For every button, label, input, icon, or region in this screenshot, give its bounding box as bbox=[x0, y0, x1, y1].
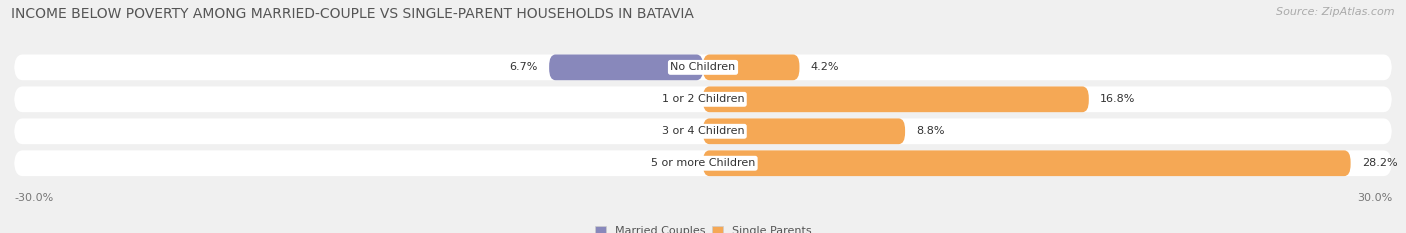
Text: 5 or more Children: 5 or more Children bbox=[651, 158, 755, 168]
FancyBboxPatch shape bbox=[14, 55, 1392, 80]
Text: -30.0%: -30.0% bbox=[14, 193, 53, 203]
Text: 8.8%: 8.8% bbox=[917, 126, 945, 136]
FancyBboxPatch shape bbox=[14, 86, 1392, 112]
Text: 28.2%: 28.2% bbox=[1362, 158, 1398, 168]
Text: 4.2%: 4.2% bbox=[811, 62, 839, 72]
Text: 0.0%: 0.0% bbox=[664, 126, 692, 136]
Text: 3 or 4 Children: 3 or 4 Children bbox=[662, 126, 744, 136]
Text: 30.0%: 30.0% bbox=[1357, 193, 1392, 203]
Text: Source: ZipAtlas.com: Source: ZipAtlas.com bbox=[1277, 7, 1395, 17]
FancyBboxPatch shape bbox=[14, 150, 1392, 176]
FancyBboxPatch shape bbox=[703, 86, 1088, 112]
Legend: Married Couples, Single Parents: Married Couples, Single Parents bbox=[595, 226, 811, 233]
FancyBboxPatch shape bbox=[703, 55, 800, 80]
FancyBboxPatch shape bbox=[550, 55, 703, 80]
Text: No Children: No Children bbox=[671, 62, 735, 72]
Text: INCOME BELOW POVERTY AMONG MARRIED-COUPLE VS SINGLE-PARENT HOUSEHOLDS IN BATAVIA: INCOME BELOW POVERTY AMONG MARRIED-COUPL… bbox=[11, 7, 695, 21]
FancyBboxPatch shape bbox=[703, 150, 1351, 176]
Text: 0.0%: 0.0% bbox=[664, 94, 692, 104]
Text: 0.0%: 0.0% bbox=[664, 158, 692, 168]
Text: 16.8%: 16.8% bbox=[1101, 94, 1136, 104]
Text: 1 or 2 Children: 1 or 2 Children bbox=[662, 94, 744, 104]
FancyBboxPatch shape bbox=[14, 118, 1392, 144]
Text: 6.7%: 6.7% bbox=[509, 62, 537, 72]
FancyBboxPatch shape bbox=[703, 118, 905, 144]
